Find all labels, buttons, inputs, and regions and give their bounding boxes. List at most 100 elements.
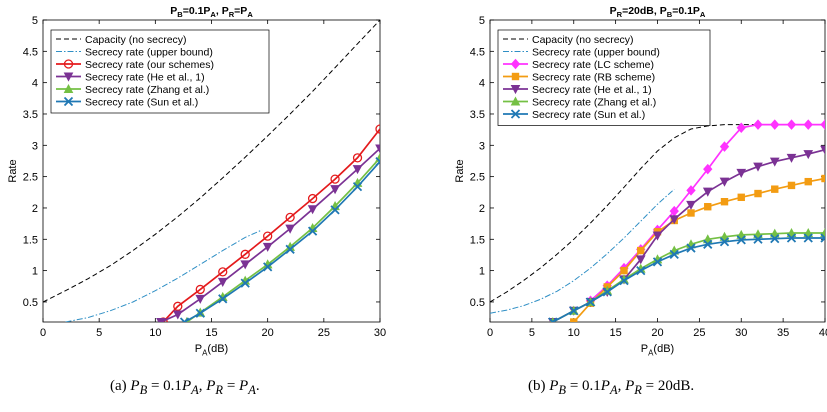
data-point bbox=[240, 249, 250, 259]
data-point bbox=[820, 145, 825, 155]
legend bbox=[50, 29, 270, 114]
data-point bbox=[652, 231, 663, 241]
data-point bbox=[637, 246, 645, 255]
data-point bbox=[352, 182, 363, 192]
series-line-1 bbox=[490, 188, 675, 314]
y-tick-label: 2 bbox=[32, 203, 38, 215]
legend-entry: Secrecy rate (He et al., 1) bbox=[85, 71, 205, 83]
data-point bbox=[195, 308, 205, 318]
data-point bbox=[769, 228, 780, 238]
data-point bbox=[636, 265, 646, 276]
data-point bbox=[720, 198, 729, 206]
data-point bbox=[820, 233, 825, 243]
data-point bbox=[753, 119, 763, 130]
data-point bbox=[803, 227, 814, 238]
y-tick-label: 4 bbox=[32, 78, 38, 90]
y-tick-label: 3.5 bbox=[470, 109, 485, 121]
data-point bbox=[736, 168, 747, 178]
series-line-0 bbox=[490, 124, 825, 303]
data-point bbox=[548, 317, 558, 322]
x-tick-label: 40 bbox=[819, 327, 827, 339]
y-tick-label: 2.5 bbox=[23, 172, 38, 184]
chart-title: PR​=20dB, PB​=0.1PA​ bbox=[610, 5, 706, 19]
data-point bbox=[179, 317, 190, 322]
legend-entry: Secrecy rate (Sun et al.) bbox=[85, 96, 198, 108]
y-tick-label: 4.5 bbox=[470, 46, 485, 58]
legend-entry: Secrecy rate (He et al., 1) bbox=[532, 84, 652, 96]
y-tick-label: 1 bbox=[32, 266, 38, 278]
x-axis-label: PA​(dB) bbox=[195, 343, 228, 357]
data-point bbox=[686, 200, 696, 210]
data-point bbox=[786, 227, 797, 238]
x-tick-label: 0 bbox=[40, 327, 46, 339]
y-tick-label: 1 bbox=[479, 266, 485, 278]
data-point bbox=[375, 156, 380, 167]
series-layer bbox=[490, 119, 825, 322]
data-point bbox=[285, 224, 295, 234]
data-point bbox=[719, 237, 730, 247]
y-tick-label: 1.5 bbox=[23, 234, 38, 246]
data-point bbox=[218, 294, 228, 304]
legend-entry: Capacity (no secrecy) bbox=[85, 34, 187, 46]
x-tick-label: 30 bbox=[374, 327, 386, 339]
y-tick-label: 3 bbox=[32, 140, 38, 152]
data-point bbox=[771, 185, 779, 193]
data-point bbox=[754, 189, 762, 198]
data-point bbox=[703, 163, 713, 175]
legend-entry: Capacity (no secrecy) bbox=[532, 34, 634, 46]
legend-marker bbox=[63, 83, 74, 93]
data-point bbox=[619, 276, 629, 286]
caption-b: (b) PB = 0.1PA, PR = 20dB. bbox=[528, 378, 694, 398]
x-tick-label: 30 bbox=[735, 327, 747, 339]
data-point bbox=[240, 278, 250, 288]
data-point bbox=[569, 306, 579, 316]
data-point bbox=[719, 177, 730, 187]
data-point bbox=[753, 234, 763, 244]
data-point bbox=[770, 234, 780, 244]
y-tick-label: 4.5 bbox=[23, 46, 38, 58]
data-point bbox=[602, 287, 612, 297]
x-tick-label: 25 bbox=[318, 327, 330, 339]
y-tick-label: 0.5 bbox=[23, 297, 38, 309]
legend-entry: Secrecy rate (our schemes) bbox=[85, 59, 214, 71]
y-tick-label: 1.5 bbox=[470, 234, 485, 246]
data-point bbox=[375, 124, 380, 134]
y-tick-label: 5 bbox=[479, 15, 485, 27]
legend-marker bbox=[510, 109, 521, 119]
data-point bbox=[307, 205, 318, 215]
data-point bbox=[173, 301, 183, 311]
data-point bbox=[821, 174, 825, 183]
data-point bbox=[620, 266, 628, 275]
caption-math: PB = 0.1PA, PR = PA. bbox=[130, 378, 260, 397]
y-tick-label: 4 bbox=[479, 78, 485, 90]
series-line-1 bbox=[65, 229, 263, 322]
legend-marker bbox=[510, 58, 521, 70]
data-point bbox=[719, 141, 730, 152]
caption-a: (a) PB = 0.1PA, PR = PA. bbox=[110, 378, 260, 398]
data-point bbox=[803, 150, 814, 160]
x-tick-label: 25 bbox=[693, 327, 705, 339]
legend-marker bbox=[63, 96, 74, 107]
data-point bbox=[240, 260, 251, 270]
data-point bbox=[262, 242, 273, 252]
legend-marker bbox=[63, 59, 74, 69]
data-point bbox=[263, 262, 273, 272]
series-line-3 bbox=[573, 177, 825, 322]
data-point bbox=[285, 244, 295, 254]
y-tick-label: 3 bbox=[479, 140, 485, 152]
data-point bbox=[686, 243, 696, 253]
y-axis-label: Rate bbox=[454, 159, 466, 182]
series-line-0 bbox=[43, 20, 380, 303]
legend-entry: Secrecy rate (Sun et al.) bbox=[532, 109, 645, 121]
caption-label: (b) bbox=[528, 378, 550, 394]
data-point bbox=[263, 231, 273, 241]
y-tick-label: 2.5 bbox=[470, 172, 485, 184]
legend-marker bbox=[63, 72, 74, 82]
data-point bbox=[669, 215, 680, 225]
data-point bbox=[786, 153, 797, 163]
data-point bbox=[719, 231, 730, 241]
legend-entry: Secrecy rate (LC scheme) bbox=[532, 59, 654, 71]
chart-panel-a: 0 5 10 15 20 25 30 0.5 1 1.5 2 2.5 3 3.5 4 4.5 5 PB​=0.1P… bbox=[7, 5, 386, 357]
data-point bbox=[770, 119, 780, 130]
